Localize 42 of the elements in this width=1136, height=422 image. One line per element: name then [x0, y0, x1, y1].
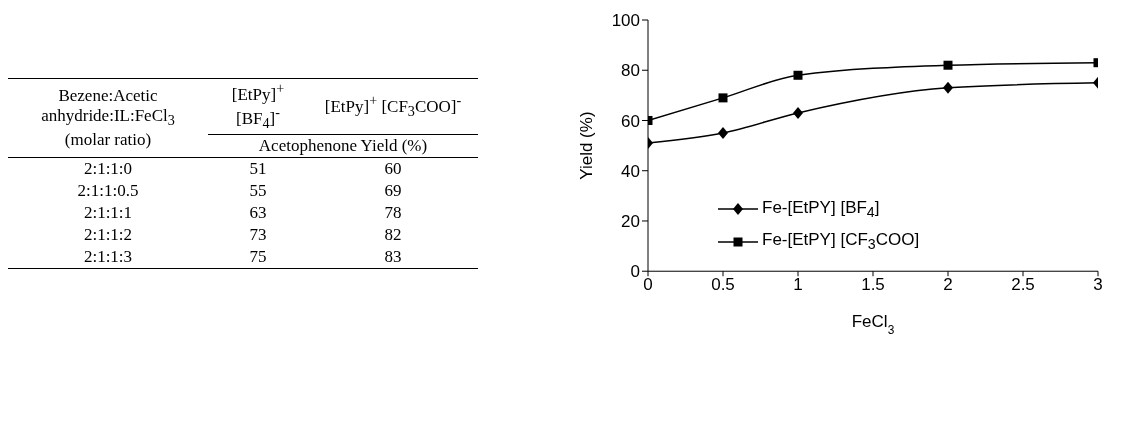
text: [EtPy]$^{+}$ [BF$_{4}$]$^{-}$ [231, 80, 285, 132]
x-axis-title: FeCl$_{3}$ [851, 312, 895, 338]
text: 2:1:1:3 [83, 246, 133, 266]
y-tick-label: 100 [611, 11, 640, 31]
text: 51 [249, 158, 267, 178]
point [943, 81, 953, 94]
point [793, 106, 803, 119]
text: [EtPy]$^{+}$ [CF$_{3}$COO]$^{-}$ [324, 92, 462, 120]
legend-label: Fe-[EtPY] [BF$_{4}$] [762, 198, 880, 221]
point [943, 60, 953, 70]
y-tick-label: 80 [621, 61, 640, 81]
text: 75 [249, 246, 267, 266]
text: 83 [384, 246, 402, 266]
x-tick-label: 3 [1093, 275, 1103, 295]
point [793, 70, 803, 80]
x-tick-label: 2.5 [1011, 275, 1035, 295]
x-tick-label: 0 [643, 275, 653, 295]
text: 2:1:1:0.5 [77, 180, 139, 200]
point [718, 93, 728, 103]
legend-label: Fe-[EtPY] [CF$_{3}$COO] [762, 230, 920, 253]
y-tick-label: 0 [630, 262, 640, 282]
x-tick-label: 1 [793, 275, 803, 295]
y-axis-title: Yield (%) [577, 111, 596, 180]
text: 2:1:1:0 [83, 158, 133, 178]
x-tick-label: 2 [943, 275, 953, 295]
text: 69 [384, 180, 402, 200]
point [718, 127, 728, 140]
y-tick-label: 20 [621, 212, 640, 232]
text: Bezene:Acetic anhydride:IL:FeCl$_{3}$ (molar ratio) [41, 86, 175, 149]
text: 2:1:1:2 [83, 224, 133, 244]
text: 2:1:1:1 [83, 202, 133, 222]
text: 82 [384, 224, 402, 244]
text: 60 [384, 158, 402, 178]
y-tick-label: 60 [621, 111, 640, 131]
text: 55 [249, 180, 267, 200]
x-tick-label: 0.5 [711, 275, 735, 295]
text: 73 [249, 224, 267, 244]
y-tick-label: 40 [621, 161, 640, 181]
text: 78 [384, 202, 402, 222]
text: 63 [249, 202, 267, 222]
text: Acetophenone Yield (%) [258, 135, 428, 155]
x-tick-label: 1.5 [861, 275, 885, 295]
